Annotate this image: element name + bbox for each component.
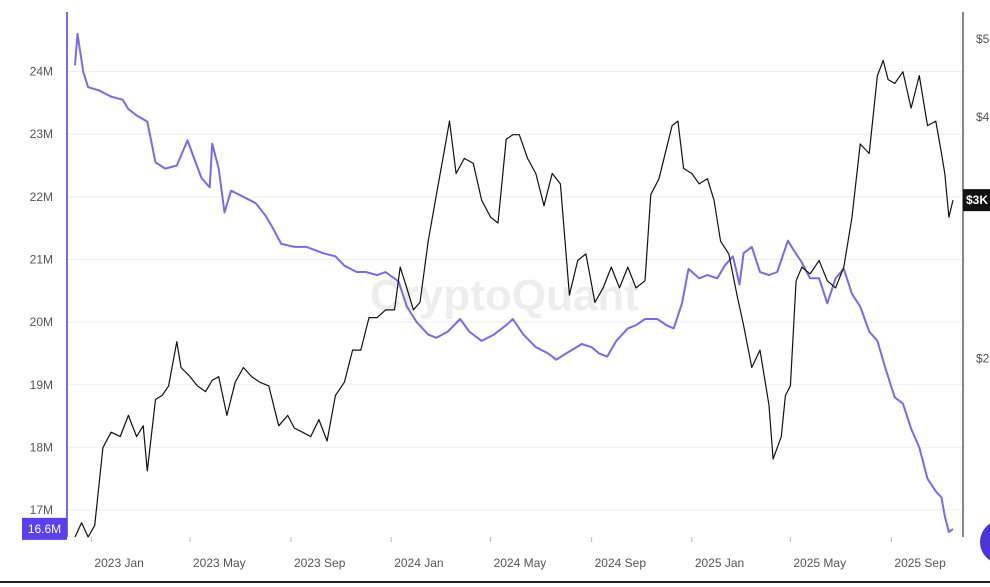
left-axis: 17M 18M 19M 20M 21M 22M 23M 24M (30, 65, 53, 518)
right-tick-label: $2 (976, 352, 990, 366)
help-chat-button[interactable] (980, 520, 990, 564)
left-current-value-badge (22, 517, 67, 540)
grid (67, 71, 963, 511)
left-tick-label: 21M (30, 252, 53, 266)
left-current-value-label: 16.6M (28, 522, 61, 536)
x-tick-label: 2023 May (193, 556, 246, 570)
right-current-value-badge (963, 189, 990, 212)
left-tick-label: 24M (30, 65, 53, 79)
x-tick-label: 2024 May (494, 556, 547, 570)
right-axis-series-line (74, 59, 954, 538)
left-axis-series-line (74, 32, 954, 533)
value-badges: 16.6M $3K (22, 189, 990, 540)
left-tick-label: 23M (30, 127, 53, 141)
watermark: CryptoQuant (370, 271, 639, 320)
right-tick-label: $4 (976, 110, 990, 124)
right-axis: $5 $4 $2 (976, 32, 990, 366)
x-axis: 2023 Jan 2023 May 2023 Sep 2024 Jan 2024 May… (90, 537, 946, 570)
x-tick-label: 2023 Sep (294, 556, 346, 570)
left-tick-label: 18M (30, 440, 53, 454)
series-layer (74, 32, 954, 538)
x-tick-label: 2023 Jan (94, 556, 143, 570)
left-tick-label: 20M (30, 315, 53, 329)
right-current-value-label: $3K (966, 193, 988, 207)
x-tick-label: 2024 Jan (394, 556, 443, 570)
x-tick-label: 2025 May (793, 556, 846, 570)
x-tick-label: 2025 Sep (894, 556, 946, 570)
left-tick-label: 19M (30, 378, 53, 392)
left-tick-label: 17M (30, 503, 53, 517)
x-tick-label: 2024 Sep (595, 556, 647, 570)
left-tick-label: 22M (30, 190, 53, 204)
right-tick-label: $5 (976, 32, 990, 46)
x-tick-label: 2025 Jan (695, 556, 744, 570)
